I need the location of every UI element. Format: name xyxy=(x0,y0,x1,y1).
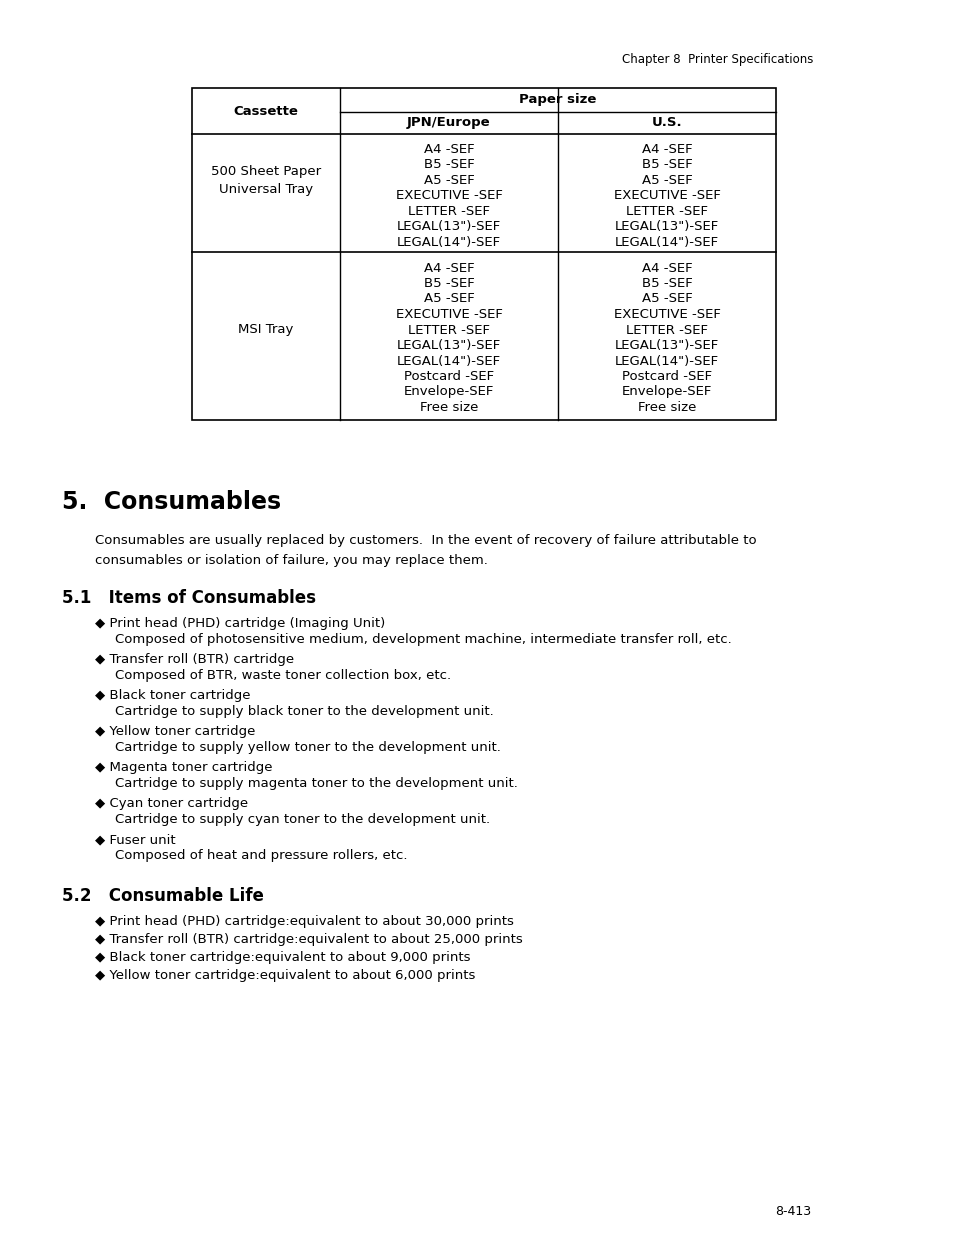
Text: LETTER -SEF: LETTER -SEF xyxy=(408,205,490,217)
Text: ◆ Cyan toner cartridge: ◆ Cyan toner cartridge xyxy=(95,797,248,810)
Text: Composed of photosensitive medium, development machine, intermediate transfer ro: Composed of photosensitive medium, devel… xyxy=(115,634,731,646)
Text: Envelope-SEF: Envelope-SEF xyxy=(621,385,712,399)
Text: A4 -SEF: A4 -SEF xyxy=(423,143,474,156)
Text: LEGAL(14")-SEF: LEGAL(14")-SEF xyxy=(615,236,719,248)
Text: EXECUTIVE -SEF: EXECUTIVE -SEF xyxy=(613,308,720,321)
Text: U.S.: U.S. xyxy=(651,116,681,128)
Text: EXECUTIVE -SEF: EXECUTIVE -SEF xyxy=(395,189,502,203)
Text: Envelope-SEF: Envelope-SEF xyxy=(403,385,494,399)
Text: 5.2   Consumable Life: 5.2 Consumable Life xyxy=(62,887,264,905)
Text: B5 -SEF: B5 -SEF xyxy=(641,158,692,172)
Text: Cassette: Cassette xyxy=(233,105,298,119)
Text: ◆ Transfer roll (BTR) cartridge:equivalent to about 25,000 prints: ◆ Transfer roll (BTR) cartridge:equivale… xyxy=(95,932,522,946)
Text: ◆ Yellow toner cartridge:equivalent to about 6,000 prints: ◆ Yellow toner cartridge:equivalent to a… xyxy=(95,969,475,982)
Text: ◆ Transfer roll (BTR) cartridge: ◆ Transfer roll (BTR) cartridge xyxy=(95,653,294,666)
Text: EXECUTIVE -SEF: EXECUTIVE -SEF xyxy=(395,308,502,321)
Text: A5 -SEF: A5 -SEF xyxy=(423,293,474,305)
Text: ◆ Print head (PHD) cartridge (Imaging Unit): ◆ Print head (PHD) cartridge (Imaging Un… xyxy=(95,618,385,630)
Text: Cartridge to supply cyan toner to the development unit.: Cartridge to supply cyan toner to the de… xyxy=(115,813,490,826)
Text: ◆ Black toner cartridge: ◆ Black toner cartridge xyxy=(95,689,251,701)
Text: Paper size: Paper size xyxy=(518,93,596,106)
Text: B5 -SEF: B5 -SEF xyxy=(641,277,692,290)
Text: A5 -SEF: A5 -SEF xyxy=(641,174,692,186)
Text: Composed of BTR, waste toner collection box, etc.: Composed of BTR, waste toner collection … xyxy=(115,669,451,682)
Text: ◆ Magenta toner cartridge: ◆ Magenta toner cartridge xyxy=(95,761,273,774)
Text: MSI Tray: MSI Tray xyxy=(238,324,294,336)
Text: A4 -SEF: A4 -SEF xyxy=(641,143,692,156)
Text: 5.1   Items of Consumables: 5.1 Items of Consumables xyxy=(62,589,315,606)
Text: A4 -SEF: A4 -SEF xyxy=(423,262,474,274)
Text: Composed of heat and pressure rollers, etc.: Composed of heat and pressure rollers, e… xyxy=(115,848,407,862)
Text: LEGAL(14")-SEF: LEGAL(14")-SEF xyxy=(615,354,719,368)
Text: B5 -SEF: B5 -SEF xyxy=(423,158,474,172)
Text: LEGAL(14")-SEF: LEGAL(14")-SEF xyxy=(396,354,500,368)
Text: Consumables are usually replaced by customers.  In the event of recovery of fail: Consumables are usually replaced by cust… xyxy=(95,534,756,547)
Text: consumables or isolation of failure, you may replace them.: consumables or isolation of failure, you… xyxy=(95,555,487,567)
Text: ◆ Black toner cartridge:equivalent to about 9,000 prints: ◆ Black toner cartridge:equivalent to ab… xyxy=(95,951,470,965)
Text: 5.  Consumables: 5. Consumables xyxy=(62,490,281,514)
Text: LEGAL(13")-SEF: LEGAL(13")-SEF xyxy=(396,220,500,233)
Text: LETTER -SEF: LETTER -SEF xyxy=(625,205,707,217)
Text: LEGAL(13")-SEF: LEGAL(13")-SEF xyxy=(615,338,719,352)
Text: ◆ Print head (PHD) cartridge:equivalent to about 30,000 prints: ◆ Print head (PHD) cartridge:equivalent … xyxy=(95,915,514,927)
Text: 8-413: 8-413 xyxy=(774,1205,810,1218)
Text: Chapter 8  Printer Specifications: Chapter 8 Printer Specifications xyxy=(621,53,813,65)
Text: EXECUTIVE -SEF: EXECUTIVE -SEF xyxy=(613,189,720,203)
Text: B5 -SEF: B5 -SEF xyxy=(423,277,474,290)
Text: Cartridge to supply yellow toner to the development unit.: Cartridge to supply yellow toner to the … xyxy=(115,741,500,755)
Text: Free size: Free size xyxy=(419,401,477,414)
Text: JPN/Europe: JPN/Europe xyxy=(407,116,490,128)
Text: LETTER -SEF: LETTER -SEF xyxy=(625,324,707,336)
Text: A4 -SEF: A4 -SEF xyxy=(641,262,692,274)
Bar xyxy=(192,88,775,420)
Text: Free size: Free size xyxy=(638,401,696,414)
Text: A5 -SEF: A5 -SEF xyxy=(423,174,474,186)
Text: ◆ Yellow toner cartridge: ◆ Yellow toner cartridge xyxy=(95,725,255,739)
Text: LEGAL(13")-SEF: LEGAL(13")-SEF xyxy=(396,338,500,352)
Text: LEGAL(13")-SEF: LEGAL(13")-SEF xyxy=(615,220,719,233)
Text: Postcard -SEF: Postcard -SEF xyxy=(621,370,711,383)
Text: ◆ Fuser unit: ◆ Fuser unit xyxy=(95,832,175,846)
Text: Cartridge to supply black toner to the development unit.: Cartridge to supply black toner to the d… xyxy=(115,705,494,718)
Text: Postcard -SEF: Postcard -SEF xyxy=(403,370,494,383)
Text: 500 Sheet Paper
Universal Tray: 500 Sheet Paper Universal Tray xyxy=(211,165,321,196)
Text: LETTER -SEF: LETTER -SEF xyxy=(408,324,490,336)
Text: LEGAL(14")-SEF: LEGAL(14")-SEF xyxy=(396,236,500,248)
Text: A5 -SEF: A5 -SEF xyxy=(641,293,692,305)
Text: Cartridge to supply magenta toner to the development unit.: Cartridge to supply magenta toner to the… xyxy=(115,777,517,790)
